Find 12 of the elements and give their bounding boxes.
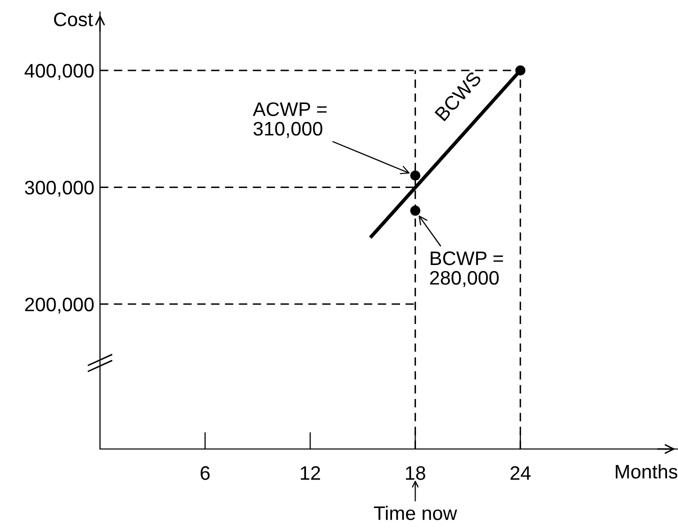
annotation: ACWP = 310,000 xyxy=(252,102,327,138)
y-tick-label: 200,000 xyxy=(25,298,94,314)
text: Time now xyxy=(374,506,458,520)
x-tick-label: 24 xyxy=(510,466,531,480)
y-tick-label: 400,000 xyxy=(24,64,94,80)
y-axis-title: Cost xyxy=(54,12,93,26)
x-tick-label: 12 xyxy=(300,466,320,480)
x-tick-label: 18 xyxy=(406,466,426,480)
x-tick-label: 6 xyxy=(200,466,210,480)
x-axis-title: Months xyxy=(616,464,678,479)
annotation: BCWP = 280,000 xyxy=(430,251,503,288)
y-tick-label: 300,000 xyxy=(24,180,94,197)
